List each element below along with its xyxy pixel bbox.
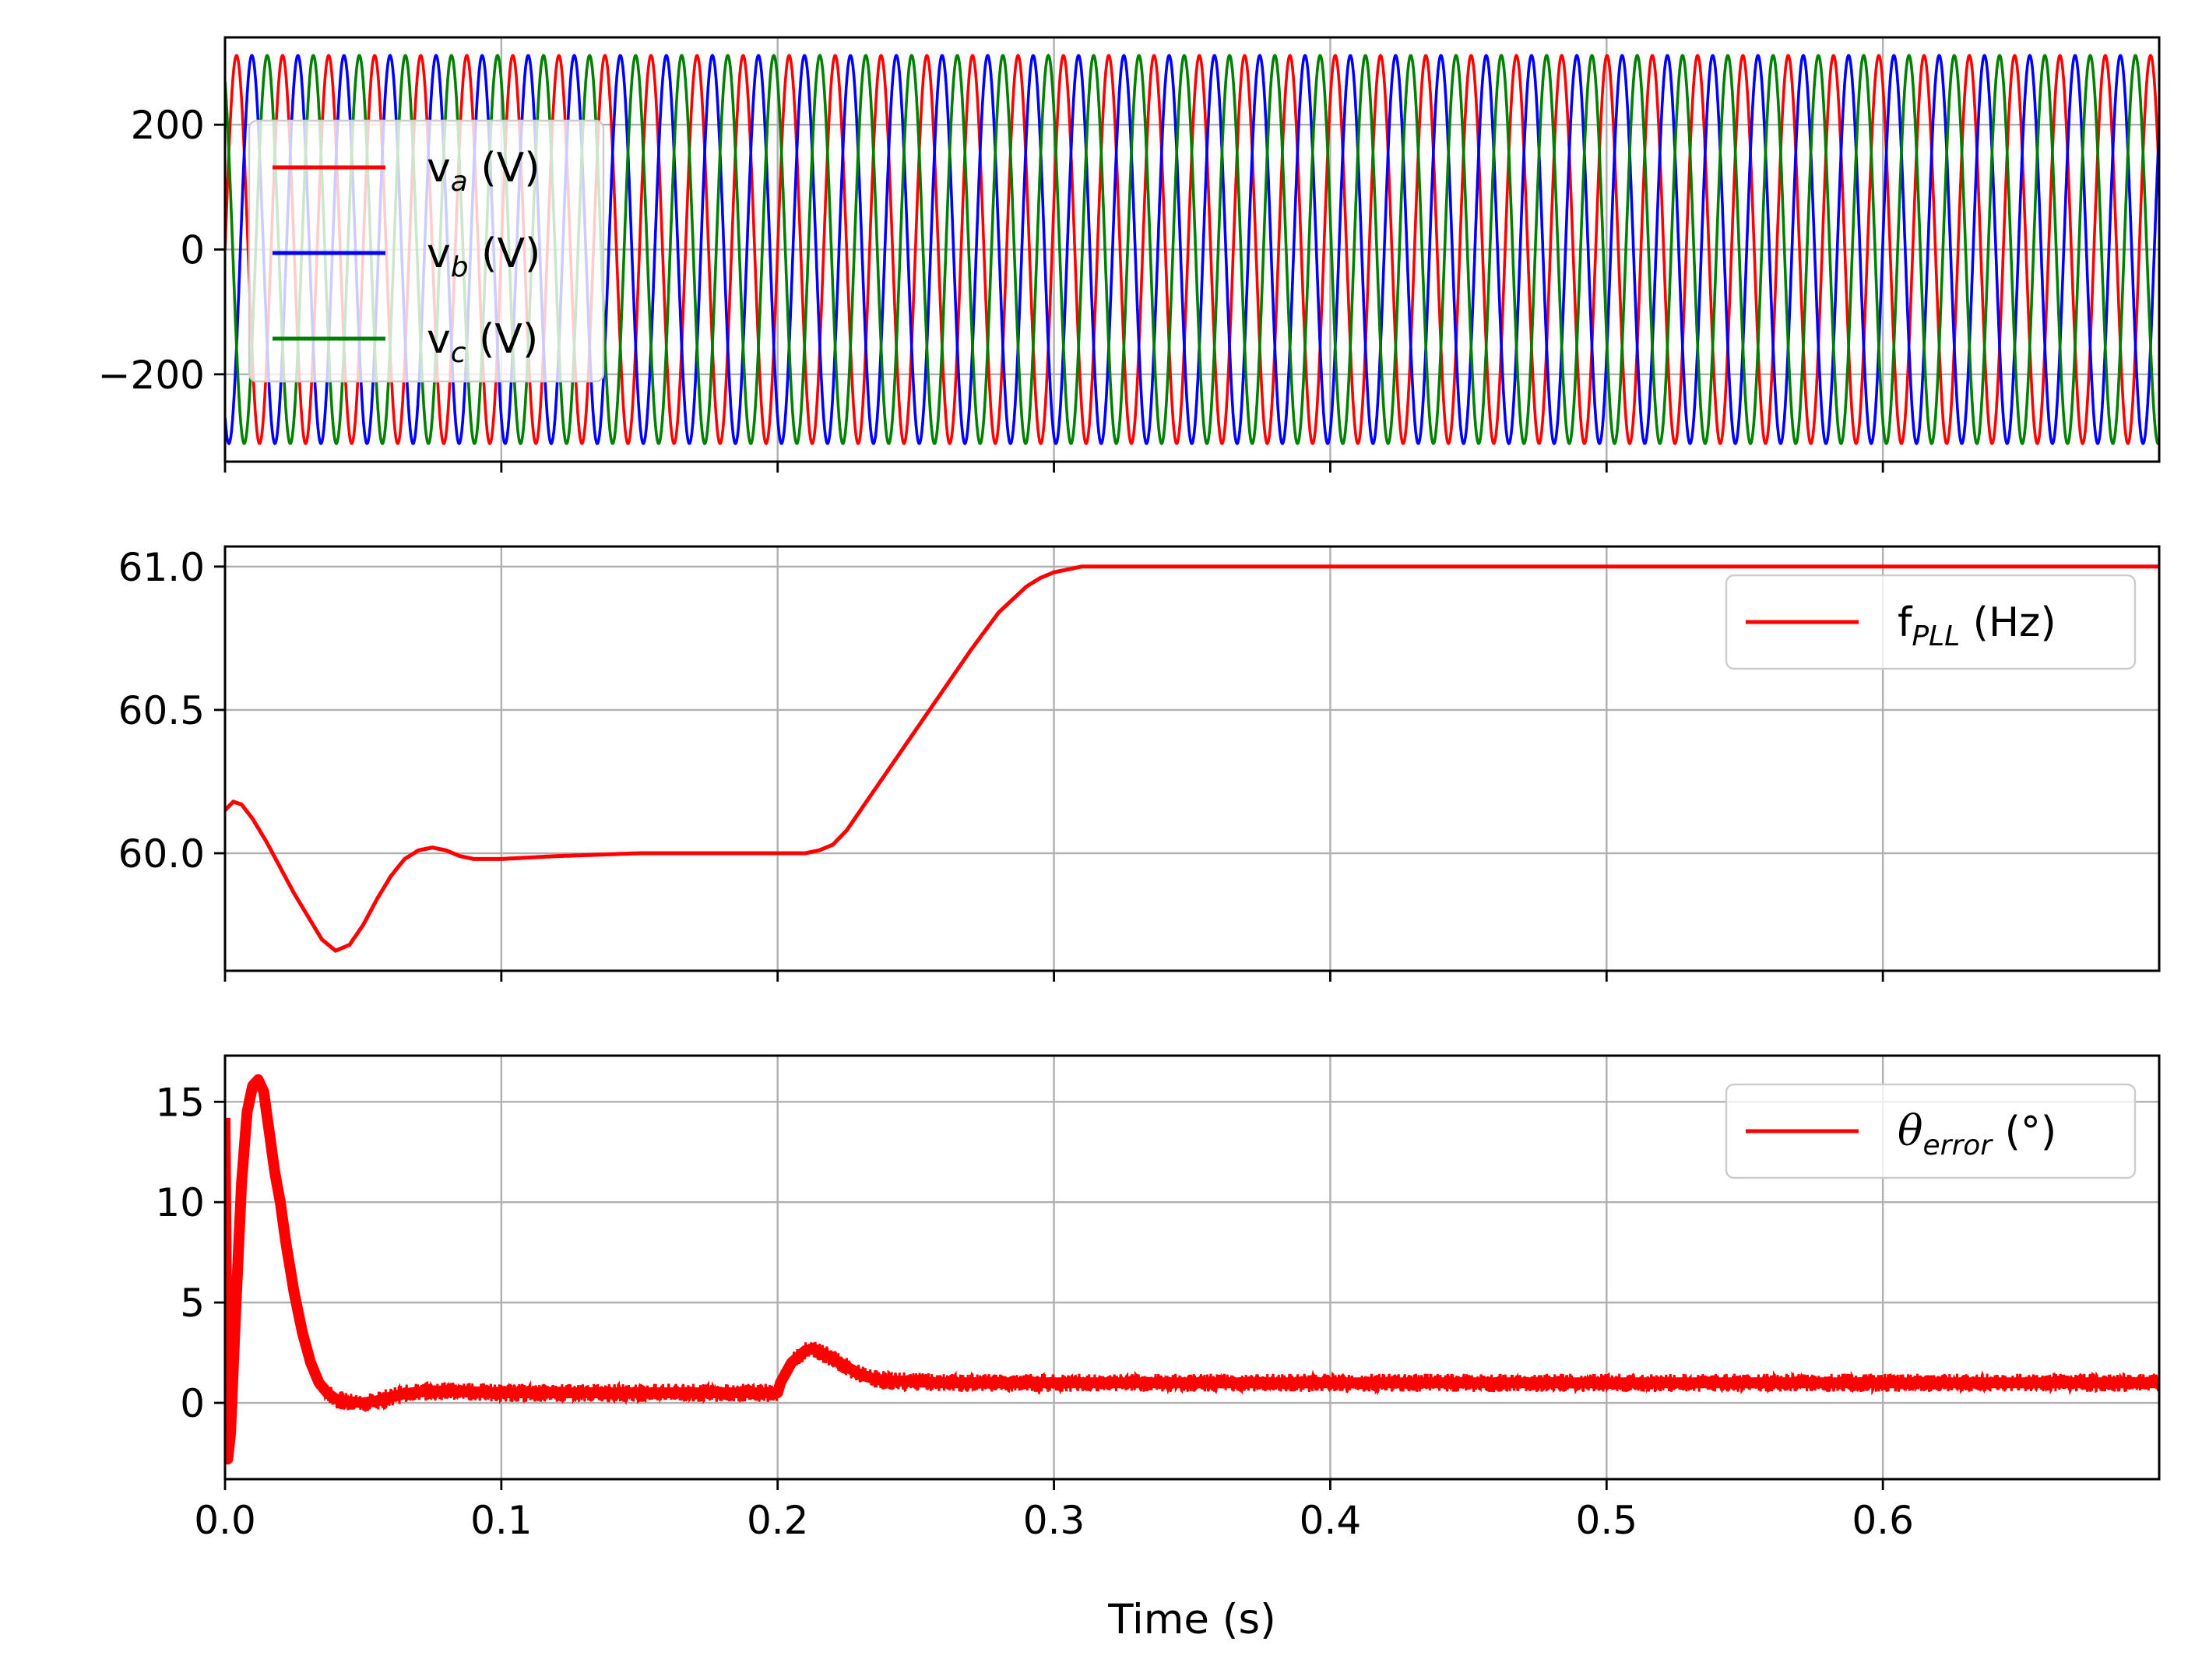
voltage-panel: −200 0 200 va (V) vb (V) vc (V) xyxy=(98,36,2161,473)
legend-label-0: va (V) xyxy=(427,145,540,198)
legend-label-2: vc (V) xyxy=(427,316,538,369)
x-tick-label: 0.4 xyxy=(1300,1498,1362,1543)
y-tick-label: 5 xyxy=(180,1281,205,1326)
phase-error-axes-frame xyxy=(223,1054,2161,1481)
x-tick-label: 0.0 xyxy=(194,1498,256,1543)
legend-box xyxy=(1725,574,2137,670)
y-tick-label: 10 xyxy=(155,1180,205,1225)
y-tick-label: 60.0 xyxy=(118,831,205,877)
phase-error-axis-ticks: 0.0 0.1 0.2 0.3 0.4 0.5 0.6 0 5 10 15 xyxy=(155,1080,1914,1543)
phase-error-panel: 0.0 0.1 0.2 0.3 0.4 0.5 0.6 0 5 10 15 θerror (°) xyxy=(155,1054,2161,1543)
series-line-vb xyxy=(225,54,2159,445)
legend-box xyxy=(248,119,605,383)
x-axis-title: Time (s) xyxy=(1107,1596,1276,1643)
frequency-panel: 60.0 60.5 61.0 fPLL (Hz) xyxy=(118,545,2161,982)
phase-error-plot-area xyxy=(225,1074,2159,1465)
x-tick-label: 0.1 xyxy=(470,1498,533,1543)
frequency-legend: fPLL (Hz) xyxy=(1725,574,2137,670)
series-line-vc xyxy=(225,53,2159,445)
y-tick-label: 200 xyxy=(131,103,205,148)
frequency-plot-area xyxy=(225,564,2159,953)
phase-error-legend: θerror (°) xyxy=(1725,1083,2137,1179)
frequency-axes-frame xyxy=(223,545,2161,972)
x-tick-label: 0.2 xyxy=(747,1498,809,1543)
y-tick-label: 15 xyxy=(155,1080,205,1125)
legend-label-0: fPLL (Hz) xyxy=(1898,599,2056,652)
frequency-axis-ticks: 60.0 60.5 61.0 xyxy=(118,545,1884,982)
voltage-legend: va (V) vb (V) vc (V) xyxy=(248,119,605,383)
y-tick-label: −200 xyxy=(98,353,205,398)
legend-label-0: θerror (°) xyxy=(1898,1106,2056,1162)
legend-label-1: vb (V) xyxy=(427,230,540,283)
x-tick-label: 0.3 xyxy=(1023,1498,1085,1543)
y-tick-label: 61.0 xyxy=(118,545,205,590)
y-tick-label: 60.5 xyxy=(118,688,205,733)
y-tick-label: 0 xyxy=(180,1381,205,1426)
legend-box xyxy=(1725,1083,2137,1179)
x-tick-label: 0.6 xyxy=(1852,1498,1914,1543)
series-line-f-pll xyxy=(225,564,2159,953)
y-tick-label: 0 xyxy=(180,228,205,273)
voltage-axis-ticks: −200 0 200 xyxy=(98,103,1884,473)
series-line-theta-error xyxy=(225,1074,2159,1465)
x-tick-label: 0.5 xyxy=(1576,1498,1638,1543)
